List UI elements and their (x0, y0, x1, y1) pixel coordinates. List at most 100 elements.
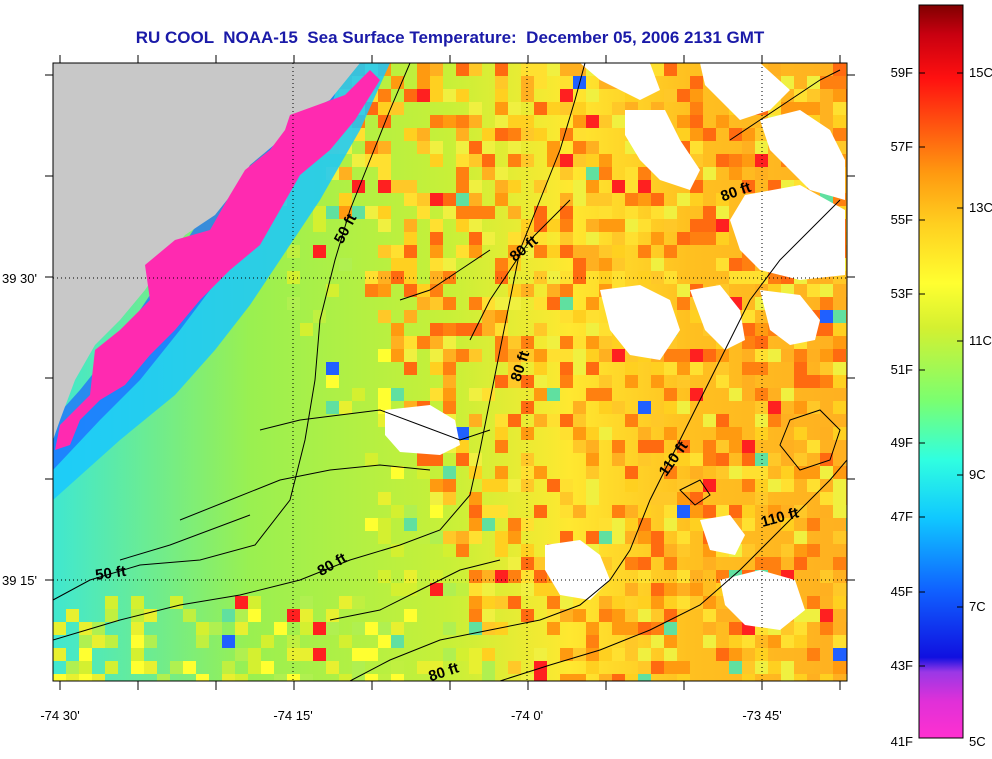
sst-pixel (391, 583, 404, 596)
sst-pixel (495, 89, 508, 102)
sst-pixel (781, 635, 794, 648)
sst-pixel (430, 141, 443, 154)
sst-pixel (586, 232, 599, 245)
sst-pixel (781, 518, 794, 531)
x-tick-label: -74 15' (273, 708, 312, 723)
sst-pixel (625, 609, 638, 622)
sst-pixel (456, 141, 469, 154)
sst-pixel (456, 193, 469, 206)
sst-pixel (443, 375, 456, 388)
y-axis-labels: 39 30' 39 15' (2, 271, 37, 588)
sst-pixel (430, 219, 443, 232)
sst-pixel (443, 362, 456, 375)
sst-pixel (573, 258, 586, 271)
sst-pixel (404, 349, 417, 362)
sst-pixel (742, 661, 755, 674)
sst-pixel (586, 258, 599, 271)
sst-pixel (716, 453, 729, 466)
sst-pixel (560, 596, 573, 609)
sst-pixel (521, 336, 534, 349)
sst-pixel (833, 583, 846, 596)
sst-pixel (716, 414, 729, 427)
sst-pixel (404, 518, 417, 531)
sst-pixel (664, 648, 677, 661)
sst-pixel (755, 479, 768, 492)
sst-pixel (417, 336, 430, 349)
sst-pixel (378, 115, 391, 128)
sst-pixel (235, 674, 248, 681)
sst-pixel (820, 609, 833, 622)
sst-pixel (664, 466, 677, 479)
sst-pixel (521, 570, 534, 583)
sst-pixel (573, 271, 586, 284)
sst-pixel (755, 362, 768, 375)
sst-pixel (599, 401, 612, 414)
sst-pixel (677, 505, 690, 518)
sst-pixel (378, 141, 391, 154)
sst-pixel (105, 635, 118, 648)
sst-pixel (170, 596, 183, 609)
sst-pixel (833, 323, 846, 336)
sst-pixel (404, 219, 417, 232)
sst-pixel (716, 440, 729, 453)
sst-pixel (716, 154, 729, 167)
sst-pixel (664, 89, 677, 102)
sst-pixel (729, 661, 742, 674)
sst-pixel (248, 609, 261, 622)
sst-pixel (677, 453, 690, 466)
sst-pixel (651, 206, 664, 219)
sst-pixel (560, 427, 573, 440)
sst-pixel (404, 271, 417, 284)
sst-pixel (638, 180, 651, 193)
sst-pixel (833, 596, 846, 609)
sst-pixel (625, 557, 638, 570)
sst-pixel (677, 661, 690, 674)
sst-pixel (794, 622, 807, 635)
sst-pixel (742, 518, 755, 531)
sst-pixel (716, 375, 729, 388)
sst-pixel (664, 349, 677, 362)
y-tick-label: 39 15' (2, 573, 37, 588)
sst-pixel (482, 323, 495, 336)
sst-pixel (625, 167, 638, 180)
sst-pixel (807, 349, 820, 362)
sst-pixel (456, 531, 469, 544)
sst-pixel (391, 466, 404, 479)
sst-pixel (742, 336, 755, 349)
sst-pixel (196, 674, 209, 681)
sst-pixel (508, 375, 521, 388)
sst-pixel (482, 518, 495, 531)
cbar-f-label: 45F (891, 584, 913, 599)
sst-pixel (469, 206, 482, 219)
sst-pixel (573, 102, 586, 115)
sst-pixel (612, 349, 625, 362)
sst-pixel (508, 362, 521, 375)
sst-pixel (495, 128, 508, 141)
sst-pixel (534, 414, 547, 427)
sst-pixel (560, 76, 573, 89)
sst-pixel (768, 414, 781, 427)
sst-pixel (703, 128, 716, 141)
sst-pixel (664, 492, 677, 505)
sst-pixel (664, 63, 677, 76)
sst-pixel (521, 154, 534, 167)
sst-pixel (833, 375, 846, 388)
sst-pixel (781, 388, 794, 401)
sst-pixel (521, 544, 534, 557)
sst-pixel (690, 232, 703, 245)
sst-pixel (547, 63, 560, 76)
cbar-f-label: 53F (891, 286, 913, 301)
sst-pixel (651, 661, 664, 674)
sst-pixel (612, 440, 625, 453)
sst-pixel (612, 271, 625, 284)
sst-pixel (638, 271, 651, 284)
sst-pixel (651, 232, 664, 245)
sst-pixel (547, 141, 560, 154)
sst-pixel (326, 661, 339, 674)
sst-pixel (339, 401, 352, 414)
sst-pixel (599, 388, 612, 401)
sst-pixel (768, 388, 781, 401)
sst-pixel (560, 219, 573, 232)
sst-pixel (638, 440, 651, 453)
sst-pixel (833, 115, 846, 128)
